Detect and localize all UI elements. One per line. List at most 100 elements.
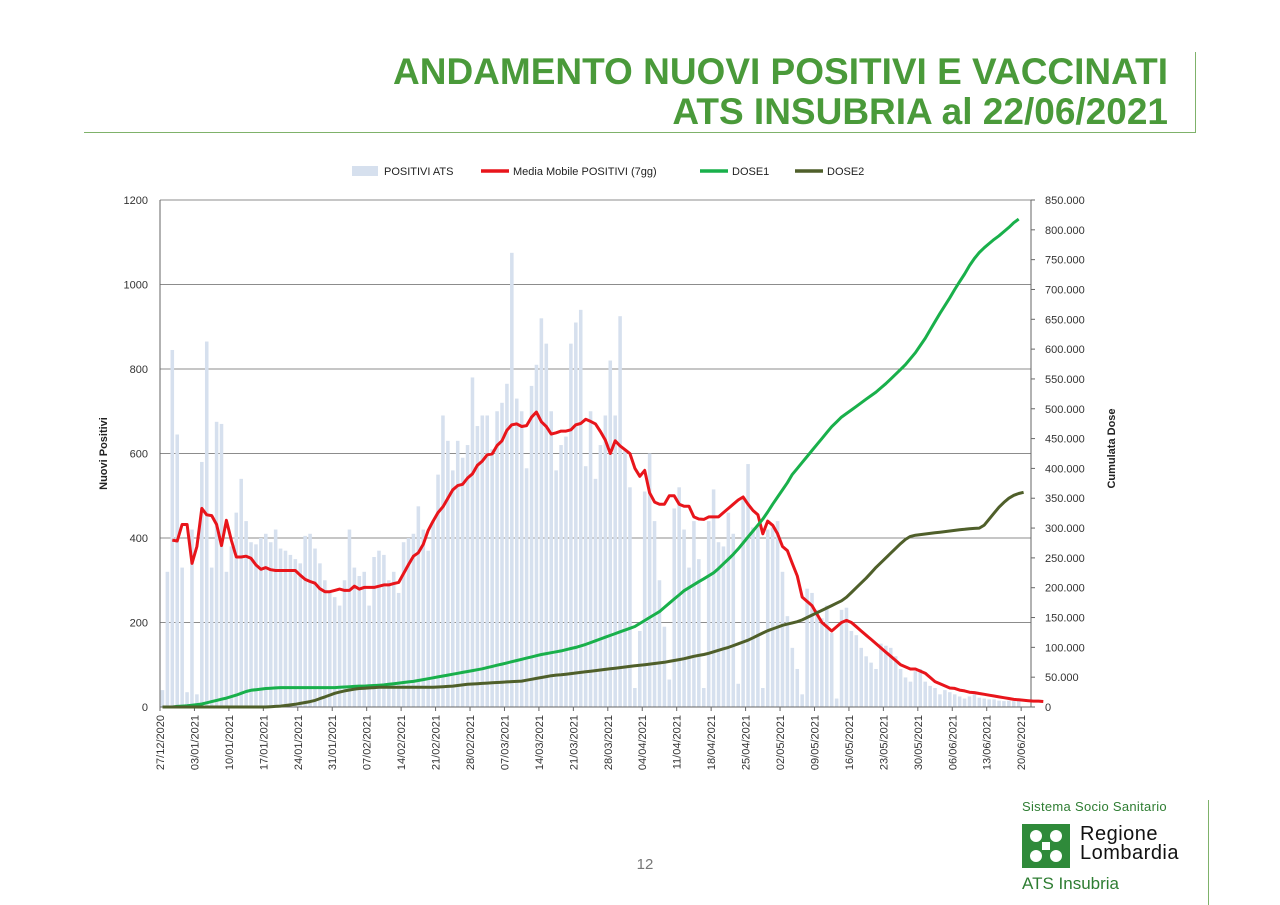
y-right-tick-label: 550.000	[1045, 374, 1085, 386]
bar	[844, 607, 849, 707]
bar	[633, 687, 637, 707]
bar	[982, 698, 987, 707]
bar	[706, 521, 711, 707]
y-right-tick-label: 100.000	[1045, 642, 1085, 654]
legend-positivi: POSITIVI ATS	[352, 166, 453, 178]
bar	[972, 694, 977, 707]
bar	[209, 567, 214, 707]
bar	[264, 533, 268, 707]
bar	[588, 411, 593, 707]
bar	[1007, 700, 1011, 707]
x-tick-label: 07/03/2021	[499, 715, 511, 770]
x-tick-label: 16/05/2021	[844, 715, 856, 770]
bar	[485, 415, 490, 707]
x-tick-label: 21/02/2021	[431, 715, 443, 770]
bar	[874, 668, 878, 707]
bar	[283, 550, 288, 707]
chart-legend: POSITIVI ATS Media Mobile POSITIVI (7gg) D…	[352, 166, 864, 178]
bar	[765, 529, 770, 707]
x-tick-label: 10/01/2021	[224, 715, 236, 770]
bar	[888, 647, 893, 707]
bar	[839, 609, 844, 707]
bar	[795, 668, 800, 707]
bar	[180, 567, 184, 707]
bar	[903, 677, 908, 707]
bar	[918, 668, 923, 707]
bar	[785, 616, 790, 707]
bar	[224, 571, 229, 707]
bar	[337, 605, 342, 707]
logo-name-line-2: Lombardia	[1080, 842, 1180, 864]
bar	[938, 694, 942, 707]
y-left-axis-title: Nuovi Positivi	[98, 417, 110, 490]
bar	[756, 525, 760, 707]
bar	[731, 533, 736, 707]
bar	[677, 487, 681, 707]
bar	[273, 529, 278, 707]
x-tick-label: 25/04/2021	[741, 715, 753, 770]
legend-label: DOSE2	[827, 166, 864, 178]
bar	[313, 548, 317, 707]
bar	[436, 474, 440, 707]
bar	[603, 415, 608, 707]
bar	[362, 571, 366, 707]
bar	[495, 411, 499, 707]
bar	[923, 681, 927, 707]
bar	[524, 468, 529, 707]
bar	[303, 535, 307, 707]
bar	[529, 385, 534, 707]
bar	[219, 423, 224, 707]
x-tick-label: 24/01/2021	[293, 715, 305, 770]
y-right-tick-label: 350.000	[1045, 493, 1085, 505]
bar	[254, 544, 258, 707]
bar	[593, 478, 598, 707]
y-left-tick-label: 1000	[124, 280, 148, 292]
bar	[475, 426, 480, 707]
bar	[411, 533, 416, 707]
bar	[234, 512, 239, 707]
y-right-tick-label: 0	[1045, 702, 1051, 714]
bar	[214, 421, 219, 707]
bar	[387, 580, 391, 707]
bar	[825, 605, 829, 707]
y-right-tick-label: 50.000	[1045, 672, 1079, 684]
bar	[229, 546, 234, 707]
bar	[928, 685, 932, 707]
logo-ats-name: ATS Insubria	[1022, 874, 1120, 893]
bar	[977, 697, 982, 707]
bar	[1012, 701, 1016, 707]
bar	[342, 580, 347, 707]
x-tick-label: 14/02/2021	[396, 715, 408, 770]
bar	[470, 377, 475, 707]
bar	[544, 343, 549, 707]
bar	[574, 322, 578, 707]
x-tick-label: 06/06/2021	[947, 715, 959, 770]
legend-swatch	[352, 166, 378, 176]
series-line-dose2	[162, 490, 1024, 709]
bar	[849, 630, 854, 707]
bar	[539, 318, 544, 707]
page-number: 12	[636, 856, 654, 873]
bar	[829, 633, 834, 707]
bar	[165, 571, 170, 707]
bar	[672, 508, 677, 707]
bar	[396, 592, 401, 707]
bar	[726, 512, 731, 707]
x-tick-label: 20/06/2021	[1016, 715, 1028, 770]
bar	[854, 635, 859, 707]
bar	[701, 687, 706, 707]
bar	[239, 478, 243, 707]
y-right-tick-label: 450.000	[1045, 434, 1085, 446]
bar	[810, 592, 814, 707]
y-left-tick-label: 800	[130, 364, 148, 376]
bar	[628, 487, 632, 707]
y-left-tick-label: 400	[130, 533, 148, 545]
bar	[761, 687, 765, 707]
logo-divider	[1208, 800, 1209, 905]
y-right-tick-label: 650.000	[1045, 314, 1085, 326]
bar	[288, 554, 293, 707]
regione-lombardia-logo-icon	[1022, 824, 1070, 868]
bar	[638, 630, 642, 707]
legend-label: Media Mobile POSITIVI (7gg)	[513, 166, 657, 178]
bar	[682, 529, 686, 707]
